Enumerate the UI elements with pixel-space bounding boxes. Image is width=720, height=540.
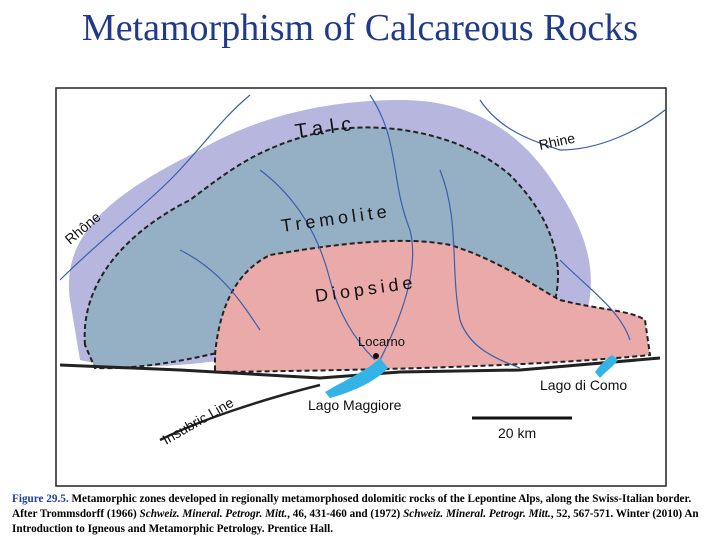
city-label: Locarno bbox=[358, 334, 405, 349]
caption-text: , 46, 431-460 and (1972) bbox=[287, 508, 404, 520]
diopside-zone bbox=[214, 239, 652, 374]
border-line bbox=[159, 383, 321, 442]
journal: Schweiz. Mineral. Petrogr. Mitt. bbox=[139, 508, 288, 520]
rivers bbox=[59, 94, 666, 369]
scale-label: 20 km bbox=[498, 425, 536, 441]
caption: Figure 29.5. Metamorphic zones developed… bbox=[12, 492, 712, 537]
caption-text: , 52, 567-571. Winter (2010) An Introduc… bbox=[12, 508, 699, 535]
city-dot bbox=[373, 353, 379, 359]
caption-text: Metamorphic zones developed in regionall… bbox=[12, 493, 692, 520]
lake bbox=[595, 355, 618, 378]
journal: Schweiz. Mineral. Petrogr. Mitt. bbox=[403, 508, 551, 520]
lake bbox=[325, 358, 388, 398]
slide-title: Metamorphism of Calcareous Rocks bbox=[81, 7, 639, 49]
figure-number: Figure 29.5. bbox=[12, 493, 69, 505]
lake-label: Lago di Como bbox=[540, 377, 627, 393]
map: Talc Rhine Rhône Tremolite Diopside Loca… bbox=[55, 87, 667, 487]
river-label: Rhine bbox=[537, 130, 576, 153]
lake-label: Lago Maggiore bbox=[308, 397, 402, 413]
